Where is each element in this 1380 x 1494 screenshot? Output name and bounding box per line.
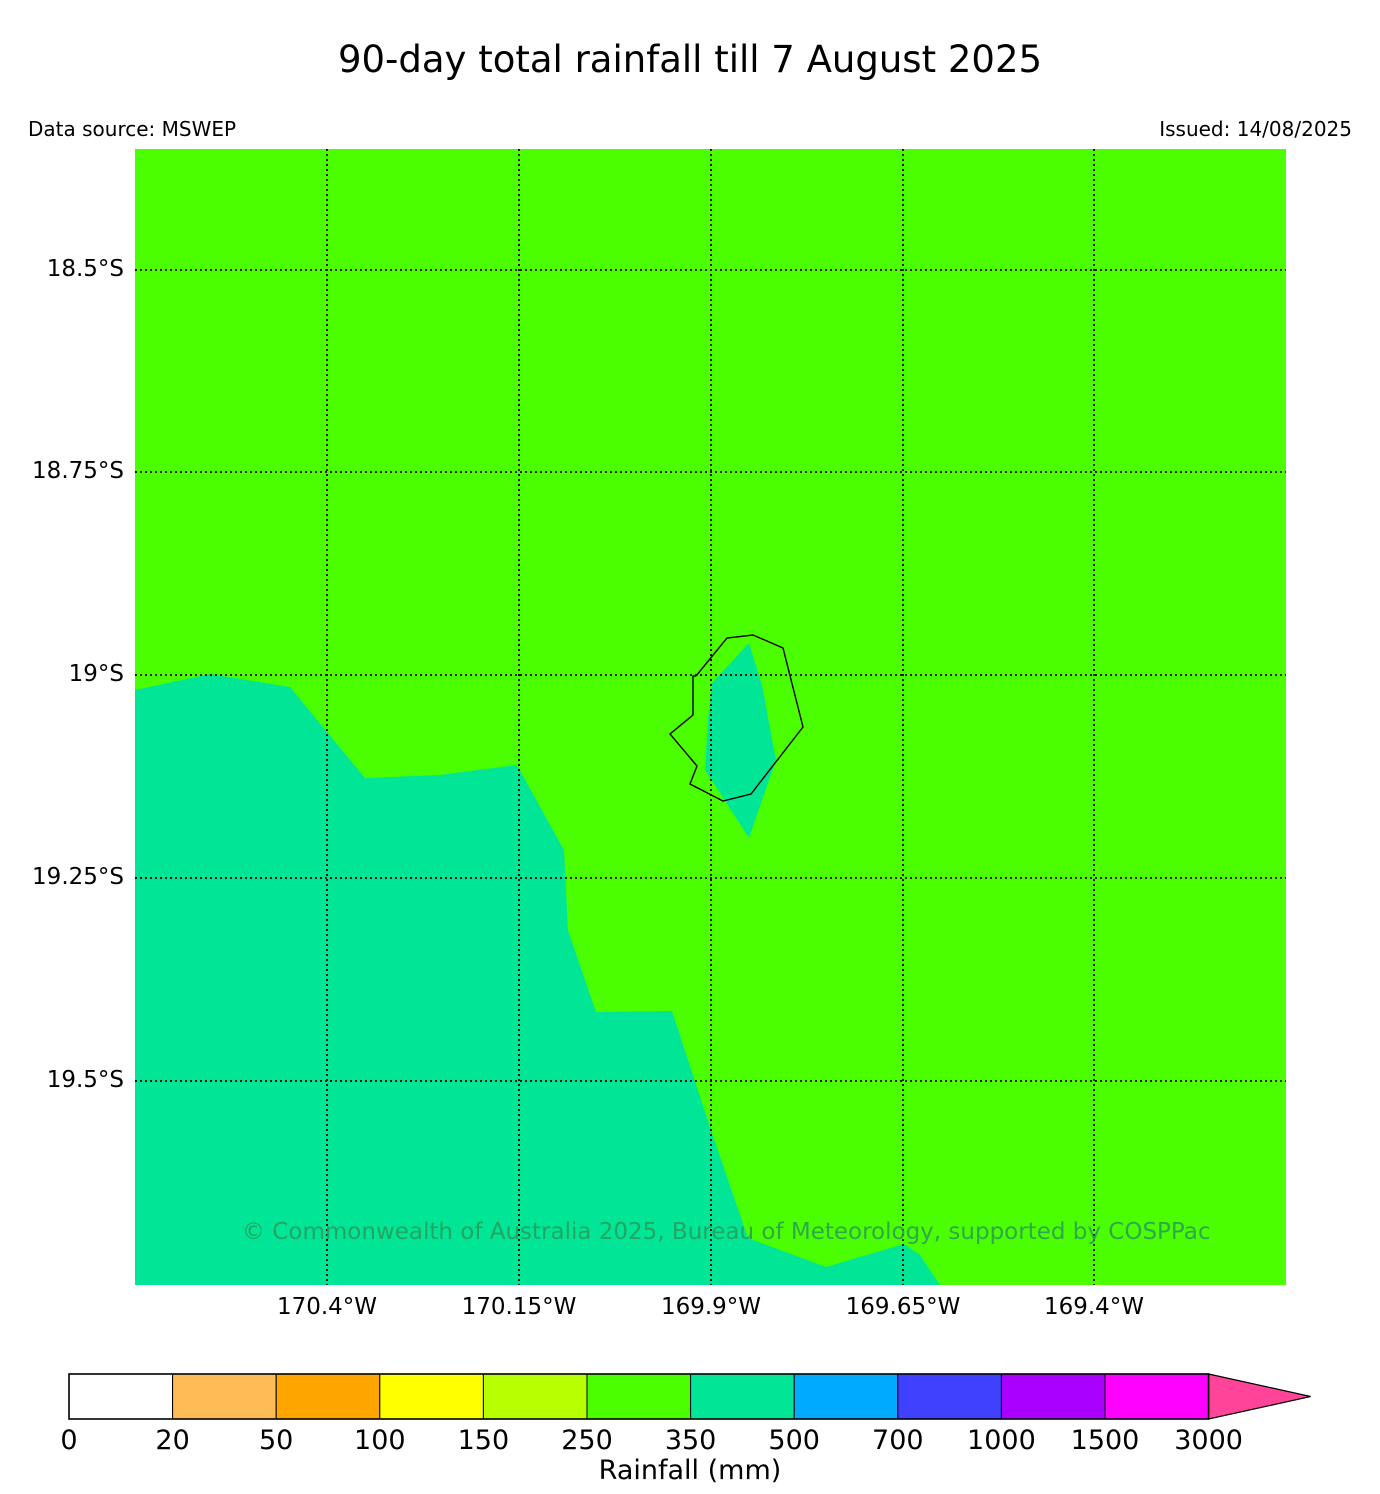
colorbar-segment xyxy=(275,1373,381,1420)
colorbar-segment xyxy=(172,1373,277,1420)
lon-label-169.4W: 169.4°W xyxy=(1043,1294,1145,1320)
rainfall-region-west xyxy=(135,674,940,1285)
colorbar-extension-arrow xyxy=(1207,1373,1311,1420)
colorbar-tick-label: 700 xyxy=(872,1425,924,1456)
colorbar-tick-label: 50 xyxy=(259,1425,294,1456)
lat-label-19S: 19°S xyxy=(68,661,124,687)
colorbar-tick-label: 20 xyxy=(155,1425,190,1456)
colorbar-segment xyxy=(68,1373,174,1420)
colorbar-tick-label: 350 xyxy=(664,1425,717,1456)
colorbar-segment xyxy=(897,1373,1002,1420)
lat-label-18.5S: 18.5°S xyxy=(46,256,124,282)
island-coastline xyxy=(669,634,804,802)
lat-label-19.25S: 19.25°S xyxy=(32,864,124,890)
lon-label-170.15W: 170.15°W xyxy=(461,1294,577,1320)
map-title: 90-day total rainfall till 7 August 2025 xyxy=(337,38,1043,81)
colorbar-segment xyxy=(793,1373,899,1420)
rainfall-region-island xyxy=(705,643,776,838)
copyright-notice: © Commonwealth of Australia 2025, Bureau… xyxy=(242,1219,1211,1245)
colorbar-label: Rainfall (mm) xyxy=(598,1455,782,1486)
lon-label-169.9W: 169.9°W xyxy=(660,1294,762,1320)
colorbar-segment xyxy=(690,1373,795,1420)
colorbar-tick-label: 150 xyxy=(457,1425,510,1456)
colorbar-tick-label: 3000 xyxy=(1174,1425,1243,1456)
colorbar xyxy=(68,1373,1311,1420)
colorbar-segment xyxy=(586,1373,692,1420)
issued-date: Issued: 14/08/2025 xyxy=(1159,117,1352,141)
colorbar-tick-label: 0 xyxy=(60,1425,78,1456)
colorbar-tick-label: 1000 xyxy=(967,1425,1036,1456)
lon-label-169.65W: 169.65°W xyxy=(845,1294,961,1320)
lat-label-19.5S: 19.5°S xyxy=(46,1067,124,1093)
colorbar-tick-label: 250 xyxy=(561,1425,613,1456)
lat-label-18.75S: 18.75°S xyxy=(32,458,124,484)
colorbar-segment xyxy=(1104,1373,1210,1420)
data-source: Data source: MSWEP xyxy=(28,117,237,141)
colorbar-tick-label: 100 xyxy=(354,1425,406,1456)
colorbar-segment xyxy=(482,1373,588,1420)
lon-label-170.4W: 170.4°W xyxy=(276,1294,378,1320)
colorbar-outline xyxy=(68,1373,1210,1420)
colorbar-tick-label: 1500 xyxy=(1070,1425,1140,1456)
colorbar-segment xyxy=(1000,1373,1106,1420)
grid-lines xyxy=(135,149,1286,1285)
colorbar-tick-label: 500 xyxy=(768,1425,820,1456)
colorbar-segment xyxy=(379,1373,484,1420)
